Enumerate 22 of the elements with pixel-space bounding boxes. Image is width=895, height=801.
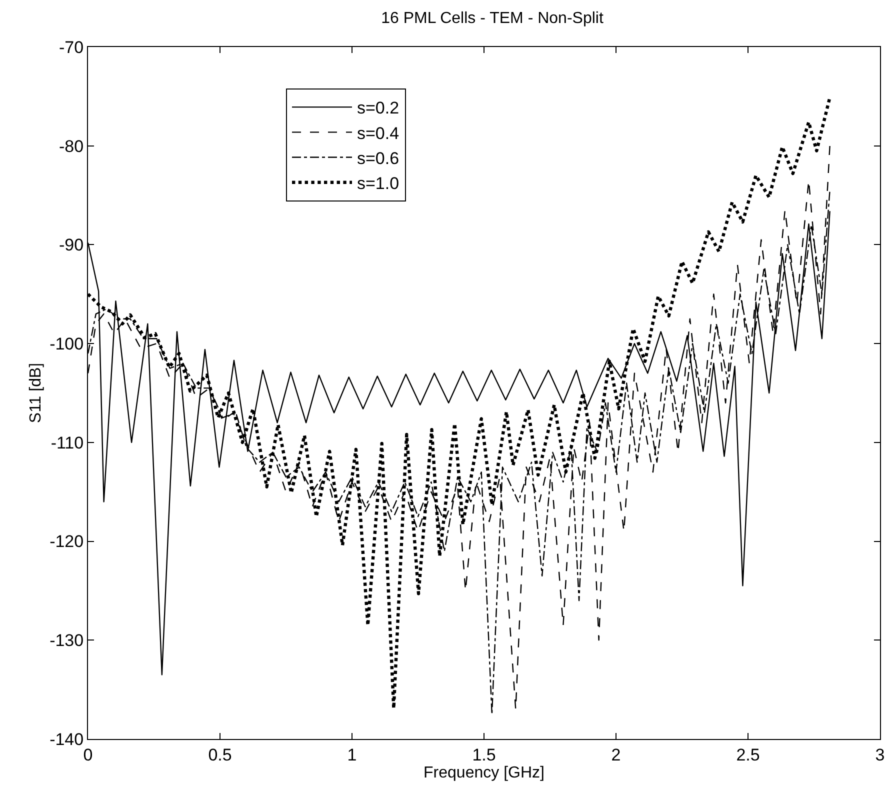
x-tick-label: 2.5 xyxy=(736,745,760,764)
y-tick-label: -70 xyxy=(59,38,84,57)
x-axis-title: Frequency [GHz] xyxy=(424,764,544,782)
legend-label: s=0.6 xyxy=(357,148,400,168)
y-tick-label: -130 xyxy=(50,631,84,650)
legend-label: s=0.4 xyxy=(357,124,400,143)
y-tick-label: -90 xyxy=(59,236,84,255)
legend-label: s=1.0 xyxy=(357,174,400,193)
y-tick-label: -140 xyxy=(50,730,84,749)
x-tick-label: 0.5 xyxy=(208,745,232,764)
y-tick-label: -110 xyxy=(50,433,84,452)
x-tick-label: 2 xyxy=(611,745,621,764)
y-tick-label: -120 xyxy=(50,532,84,552)
x-tick-label: 0 xyxy=(83,745,93,764)
x-tick-label: 3 xyxy=(875,745,885,764)
x-tick-label: 1.5 xyxy=(472,745,496,764)
y-axis-title: S11 [dB] xyxy=(27,362,44,424)
y-tick-label: -80 xyxy=(59,136,84,156)
legend-label: s=0.2 xyxy=(357,98,400,118)
x-tick-label: 1 xyxy=(347,745,357,764)
chart-title: 16 PML Cells - TEM - Non-Split xyxy=(381,10,604,28)
y-tick-label: -100 xyxy=(50,334,84,354)
